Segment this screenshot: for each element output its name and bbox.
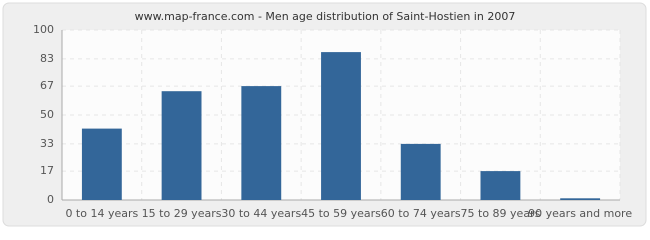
bar: [321, 52, 361, 200]
bar: [560, 198, 601, 200]
y-tick-label: 67: [40, 79, 54, 92]
x-tick-label: 60 to 74 years: [381, 207, 461, 220]
y-tick-label: 83: [40, 52, 54, 65]
y-tick-label: 17: [40, 164, 54, 177]
chart: www.map-france.com - Men age distributio…: [2, 2, 647, 227]
bar: [480, 171, 521, 200]
y-tick-label: 0: [47, 193, 54, 206]
y-tick-label: 50: [40, 108, 54, 121]
y-tick-label: 33: [40, 137, 54, 150]
bar: [161, 91, 202, 200]
y-tick-label: 100: [33, 23, 54, 36]
x-tick-label: 90 years and more: [528, 207, 632, 220]
bar: [81, 128, 122, 200]
x-tick-label: 15 to 29 years: [142, 207, 222, 220]
bar: [400, 143, 441, 200]
chart-title: www.map-france.com - Men age distributio…: [135, 10, 516, 23]
x-tick-label: 45 to 59 years: [301, 207, 381, 220]
x-tick-label: 0 to 14 years: [65, 207, 138, 220]
x-tick-label: 30 to 44 years: [221, 207, 301, 220]
x-tick-label: 75 to 89 years: [461, 207, 541, 220]
bar: [241, 86, 282, 200]
